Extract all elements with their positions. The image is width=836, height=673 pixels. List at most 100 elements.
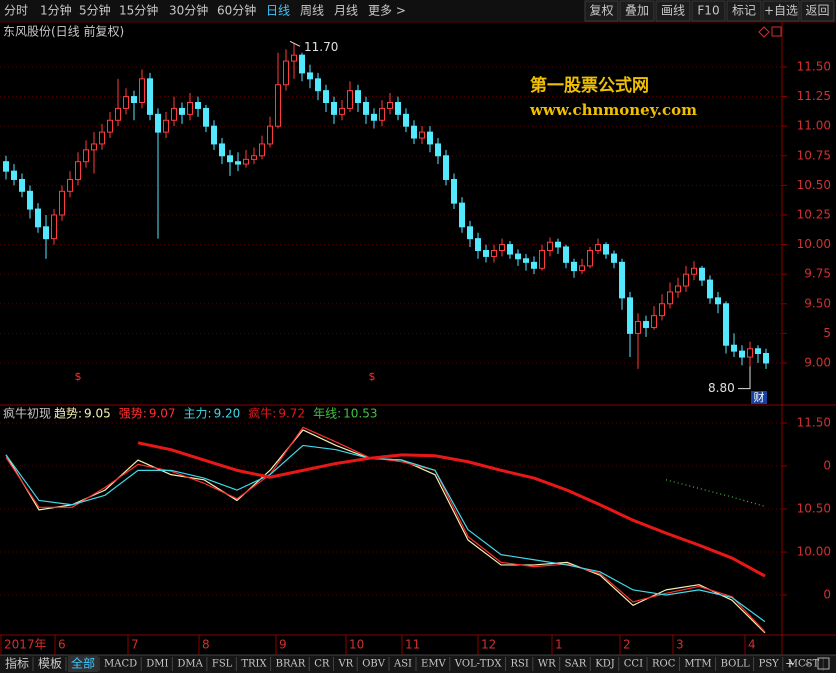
indicator-tab[interactable]: ASI xyxy=(393,659,412,670)
active-tab-bg[interactable] xyxy=(68,656,99,672)
candle-body xyxy=(731,344,737,352)
indicator-tab[interactable]: WR xyxy=(538,659,556,670)
indicator-tab[interactable]: VR xyxy=(337,659,353,670)
toolbar-button[interactable] xyxy=(655,0,691,22)
finance-badge-bg[interactable] xyxy=(751,391,767,404)
candle-body xyxy=(283,60,289,86)
indicator-tab[interactable]: BOLL xyxy=(721,659,750,670)
candle-body xyxy=(259,143,265,157)
indicator-tab[interactable]: MCST xyxy=(788,659,820,670)
indicator-name: 疯牛初现 xyxy=(3,406,51,421)
candle-body xyxy=(467,226,473,240)
toolbar-button[interactable] xyxy=(691,0,726,22)
candle-body xyxy=(59,190,65,216)
period-tab[interactable]: 30分钟 xyxy=(169,3,208,18)
candle-body xyxy=(603,244,609,255)
candle-body xyxy=(331,102,337,115)
date-label: 4 xyxy=(748,638,756,652)
period-tab[interactable]: 更多 > xyxy=(368,4,406,18)
layout-button[interactable] xyxy=(817,657,830,670)
period-tab[interactable]: 5分钟 xyxy=(79,3,111,18)
indicator-tab[interactable]: RSI xyxy=(511,659,529,670)
legend-value: 9.07 xyxy=(149,407,176,421)
indicator-tab[interactable]: DMA xyxy=(177,659,203,670)
candle-body xyxy=(595,244,601,251)
candle-body xyxy=(387,102,393,109)
period-tab[interactable]: 日线 xyxy=(266,4,290,18)
stock-title: 东风股份(日线 前复权) xyxy=(3,24,124,39)
indicator-tab[interactable]: OBV xyxy=(362,659,386,670)
price-tick-label: 11.00 xyxy=(797,119,831,133)
indicator-tab[interactable]: ROC xyxy=(652,659,676,670)
diamond-icon[interactable] xyxy=(758,26,770,38)
indicator-tab[interactable]: MACD xyxy=(104,659,137,670)
legend-value: 9.20 xyxy=(214,407,241,421)
toolbar-button[interactable] xyxy=(726,0,762,22)
toolbar-button-label[interactable]: 返回 xyxy=(805,4,829,18)
price-tick-label: 9.50 xyxy=(804,296,831,310)
toolbar-button-label[interactable]: 标记 xyxy=(732,4,756,18)
period-tab[interactable]: 周线 xyxy=(300,4,324,18)
candle-body xyxy=(67,178,73,192)
candle-body xyxy=(251,155,257,160)
candle-body xyxy=(715,297,721,305)
indicator-tab[interactable]: CR xyxy=(314,659,330,670)
period-tab[interactable]: 分时 xyxy=(4,4,28,18)
toolbar-button[interactable] xyxy=(762,0,800,22)
toolbar-button[interactable] xyxy=(619,0,655,22)
indicator-tab[interactable]: CCI xyxy=(624,659,643,670)
candle-body xyxy=(699,267,705,281)
finance-badge[interactable]: 财 xyxy=(754,390,765,404)
candle-body xyxy=(379,107,385,121)
indicator-tab[interactable]: EMV xyxy=(421,659,447,670)
candle-body xyxy=(451,178,457,204)
candle-body xyxy=(523,258,529,263)
indicator-tab[interactable]: MTM xyxy=(684,659,711,670)
candle-body xyxy=(27,190,33,210)
toolbar-button[interactable] xyxy=(800,0,835,22)
candle-body xyxy=(763,352,769,364)
bottom-bar xyxy=(0,655,836,673)
candle-body xyxy=(339,107,345,115)
candle-body xyxy=(611,253,617,263)
toolbar-button[interactable] xyxy=(584,0,619,22)
indicator-tab[interactable]: DMI xyxy=(146,659,168,670)
indicator-tab[interactable]: VOL-TDX xyxy=(454,659,503,670)
date-label: 2017年 xyxy=(4,638,47,652)
indicator-tab[interactable]: 模板 xyxy=(38,657,62,671)
toolbar-button-label[interactable]: +自选 xyxy=(764,4,798,18)
candle-body xyxy=(347,90,353,109)
indicator-tab[interactable]: TRIX xyxy=(241,659,267,670)
candle-body xyxy=(363,102,369,115)
candle-body xyxy=(35,208,41,228)
toolbar-button-label[interactable]: 叠加 xyxy=(625,4,649,18)
candle-body xyxy=(403,113,409,127)
indicator-tab[interactable]: KDJ xyxy=(595,659,615,670)
period-tab[interactable]: 月线 xyxy=(334,4,358,18)
period-tab[interactable]: 1分钟 xyxy=(40,3,72,18)
indicator-tab[interactable]: FSL xyxy=(212,659,233,670)
indicator-tab[interactable]: SAR xyxy=(565,659,587,670)
toolbar-button-label[interactable]: F10 xyxy=(697,4,719,18)
period-tab[interactable]: 15分钟 xyxy=(119,3,158,18)
indicator-tab[interactable]: 指标 xyxy=(5,656,29,671)
indicator-tab[interactable]: BRAR xyxy=(276,659,306,670)
candle-body xyxy=(211,125,217,145)
toolbar-button-label[interactable]: 画线 xyxy=(661,4,685,18)
close-icon[interactable] xyxy=(771,26,782,37)
candle-body xyxy=(651,315,657,328)
date-label: 6 xyxy=(58,638,66,652)
candle-body xyxy=(307,72,313,80)
indicator-tab[interactable]: PSY xyxy=(759,659,780,670)
candle-body xyxy=(195,102,201,109)
price-tick-label: 10.50 xyxy=(797,178,831,192)
period-tab[interactable]: 60分钟 xyxy=(217,3,256,18)
indicator-tab[interactable]: 全部 xyxy=(71,656,95,671)
watermark-title: 第一股票公式网 xyxy=(530,75,649,96)
candle-body xyxy=(91,143,97,151)
toolbar-button-label[interactable]: 复权 xyxy=(589,4,613,18)
candle-body xyxy=(107,119,113,133)
zoom-button[interactable]: + xyxy=(785,657,795,671)
price-tick-label: 10.00 xyxy=(797,237,831,251)
zoom-button[interactable]: - xyxy=(805,657,809,671)
